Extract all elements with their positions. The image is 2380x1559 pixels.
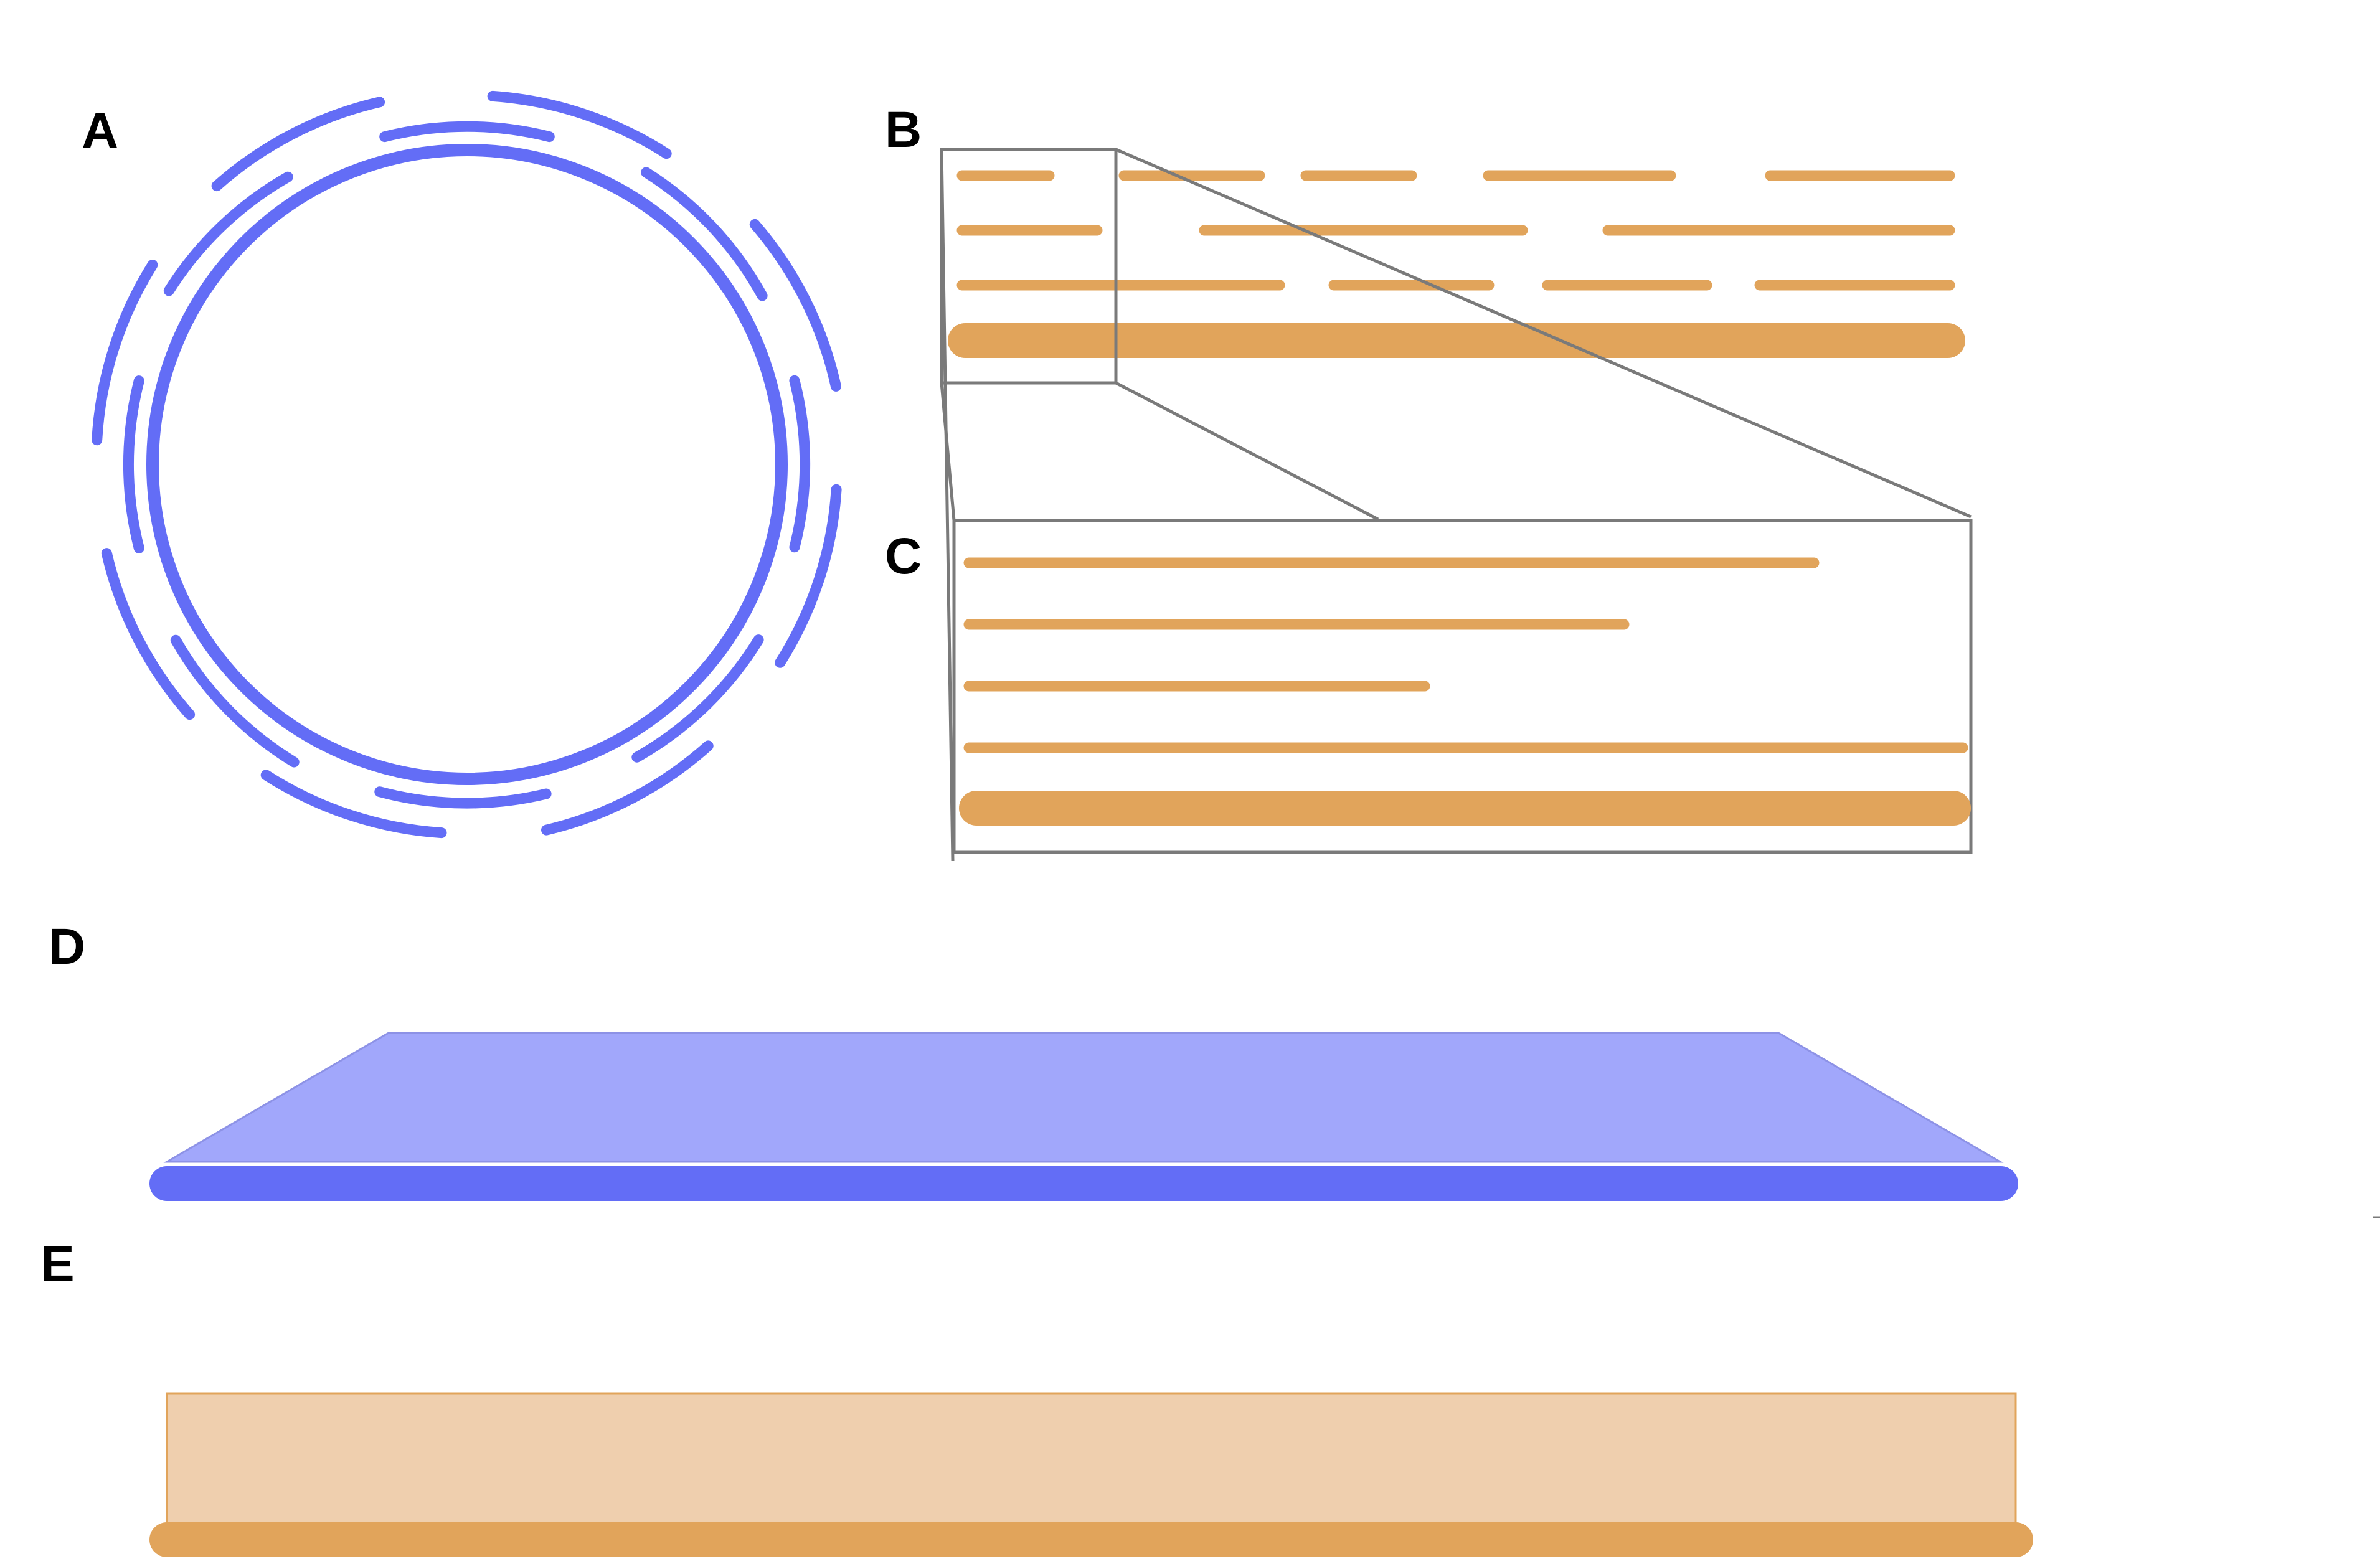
- panel-a-diagram: [92, 90, 842, 839]
- panel-label-d: D: [49, 918, 85, 975]
- central-ring: [146, 144, 788, 785]
- sheet-rectangle: [166, 1392, 2017, 1528]
- zoom-target-box: [952, 519, 1973, 854]
- outer-arc-ring: [92, 90, 842, 839]
- zoom-source-box: [940, 148, 1118, 385]
- panel-label-b: B: [885, 101, 922, 158]
- zoom-callout: [940, 148, 1973, 862]
- sheet-trapezoid: [163, 1032, 2004, 1163]
- panel-b-diagram: [948, 170, 1965, 358]
- panel-e-diagram: [149, 1392, 2033, 1557]
- panel-label-a: A: [82, 103, 118, 159]
- panel-c-diagram: [959, 557, 1971, 826]
- panel-label-e: E: [40, 1236, 75, 1293]
- inner-arc-ring: [123, 121, 811, 809]
- panel-label-c: C: [885, 528, 922, 585]
- panel-d-diagram: [149, 1032, 2018, 1201]
